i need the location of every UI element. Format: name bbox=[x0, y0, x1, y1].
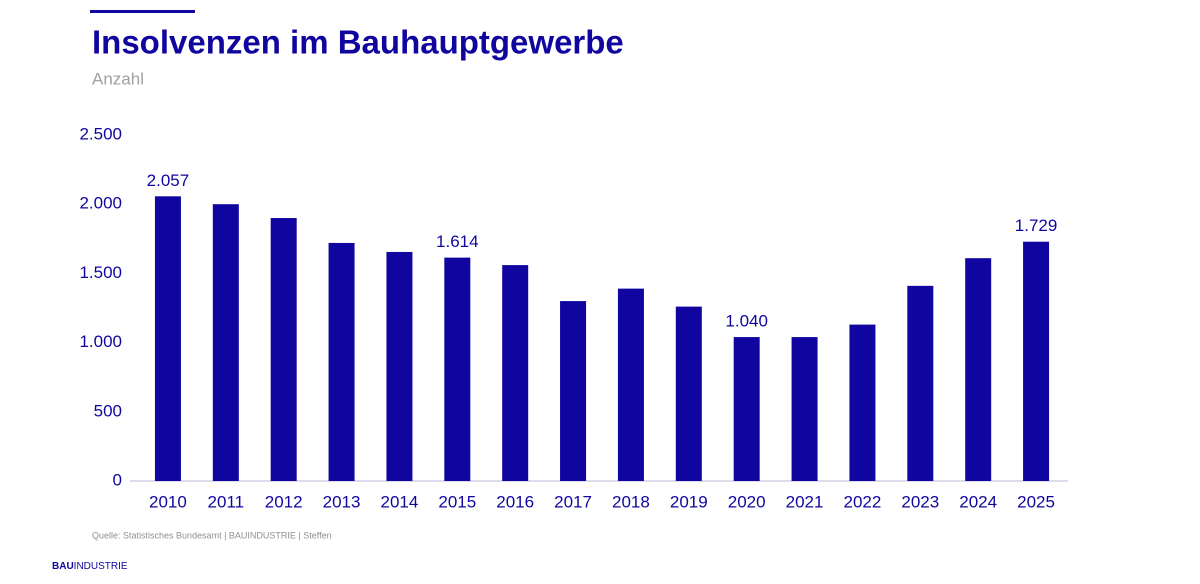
bar bbox=[444, 257, 471, 481]
source-note: Quelle: Statistisches Bundesamt | BAUIND… bbox=[92, 530, 332, 540]
y-tick-label: 1.000 bbox=[79, 332, 122, 351]
bar bbox=[212, 204, 239, 481]
bar bbox=[791, 337, 818, 481]
logo-bold: BAU bbox=[52, 561, 74, 572]
x-tick-label: 2013 bbox=[323, 492, 361, 511]
x-tick-label: 2020 bbox=[728, 492, 766, 511]
y-tick-label: 2.500 bbox=[79, 124, 122, 143]
y-tick-label: 0 bbox=[113, 470, 122, 489]
bar bbox=[154, 196, 181, 481]
y-tick-label: 2.000 bbox=[79, 194, 122, 213]
bar bbox=[560, 301, 587, 481]
bar bbox=[386, 251, 413, 481]
x-tick-label: 2014 bbox=[381, 492, 419, 511]
logo-rest: INDUSTRIE bbox=[74, 561, 128, 572]
chart-title: Insolvenzen im Bauhauptgewerbe bbox=[92, 24, 624, 61]
x-tick-label: 2022 bbox=[844, 492, 882, 511]
bar bbox=[733, 337, 760, 481]
x-tick-label: 2018 bbox=[612, 492, 650, 511]
chart-subtitle: Anzahl bbox=[92, 69, 144, 88]
bar bbox=[502, 265, 529, 481]
x-tick-label: 2010 bbox=[149, 492, 187, 511]
value-label: 1.040 bbox=[725, 312, 768, 331]
x-tick-label: 2017 bbox=[554, 492, 592, 511]
x-tick-label: 2019 bbox=[670, 492, 708, 511]
bar bbox=[328, 242, 355, 481]
bar bbox=[965, 258, 992, 481]
x-tick-label: 2016 bbox=[496, 492, 534, 511]
value-label: 1.729 bbox=[1015, 216, 1058, 235]
bar bbox=[1023, 241, 1050, 481]
logo: BAUINDUSTRIE bbox=[52, 561, 128, 572]
bar bbox=[675, 306, 702, 481]
x-tick-label: 2011 bbox=[208, 492, 245, 511]
x-tick-label: 2012 bbox=[265, 492, 303, 511]
x-tick-label: 2024 bbox=[959, 492, 997, 511]
bar bbox=[849, 324, 876, 481]
x-tick-label: 2025 bbox=[1017, 492, 1055, 511]
bar bbox=[270, 218, 297, 482]
bar bbox=[907, 285, 934, 481]
x-tick-label: 2015 bbox=[438, 492, 476, 511]
y-tick-label: 1.500 bbox=[79, 263, 122, 282]
value-label: 1.614 bbox=[436, 232, 479, 251]
title-rule bbox=[90, 10, 195, 13]
y-tick-label: 500 bbox=[94, 401, 122, 420]
value-label: 2.057 bbox=[147, 171, 190, 190]
x-tick-label: 2023 bbox=[901, 492, 939, 511]
bar bbox=[617, 288, 644, 481]
x-tick-label: 2021 bbox=[786, 492, 824, 511]
